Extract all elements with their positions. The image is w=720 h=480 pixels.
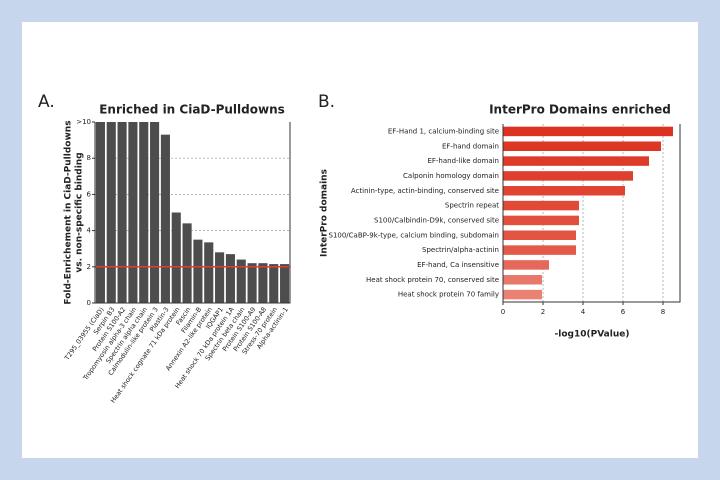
y-tick-label: 4	[87, 227, 92, 235]
bar	[128, 122, 138, 303]
bar	[503, 260, 549, 270]
y-tick-label: 0	[87, 299, 91, 307]
y-tick-label: Calponin homology domain	[403, 172, 499, 180]
bar	[95, 122, 105, 303]
y-tick-label: 8	[87, 154, 91, 162]
y-tick-label: Spectrin repeat	[445, 202, 499, 210]
bar	[280, 264, 290, 303]
panel-label: B.	[318, 92, 335, 112]
y-tick-label: Spectrin/alpha-actinin	[422, 246, 499, 254]
x-tick-label: 4	[581, 308, 586, 316]
panel-label: A.	[38, 92, 55, 112]
y-tick-label: Heat shock protein 70 family	[398, 291, 499, 299]
bar	[258, 263, 268, 303]
y-tick-label: S100/Calbindin-D9k, conserved site	[374, 216, 499, 224]
x-tick-label: 2	[541, 308, 545, 316]
y-tick-label: >10	[76, 118, 91, 126]
axis-frame	[94, 122, 291, 304]
y-tick-label: S100/CaBP-9k-type, calcium binding, subd…	[329, 231, 500, 239]
y-tick-label: Heat shock protein 70, conserved site	[366, 276, 499, 284]
y-tick-label: EF-hand domain	[442, 142, 499, 150]
y-axis-label: vs. non-specific binding	[75, 152, 85, 272]
x-tick-label: 8	[661, 308, 665, 316]
bar	[171, 212, 181, 303]
y-tick-label: EF-Hand 1, calcium-binding site	[388, 127, 499, 135]
bar	[503, 200, 579, 211]
bar	[503, 126, 673, 137]
x-tick-label: 6	[621, 308, 626, 316]
bar	[503, 141, 661, 151]
bar	[117, 122, 127, 303]
bar	[215, 252, 225, 303]
bar	[236, 259, 246, 303]
y-tick-label: 6	[87, 190, 92, 198]
bar	[269, 264, 279, 303]
axis-frame	[502, 124, 681, 303]
bar	[106, 122, 116, 303]
bar	[204, 242, 214, 303]
y-tick-label: 2	[87, 263, 91, 271]
bar	[193, 239, 203, 303]
y-tick-label: Actinin-type, actin-binding, conserved s…	[351, 187, 499, 195]
bar	[503, 245, 576, 255]
x-axis-label: -log10(PValue)	[555, 330, 630, 340]
bar	[225, 254, 235, 303]
bar	[503, 171, 633, 181]
y-tick-label: EF-hand-like domain	[427, 157, 499, 165]
bar	[503, 275, 542, 285]
chart-title: InterPro Domains enriched	[489, 103, 671, 117]
bar	[503, 230, 576, 240]
y-tick-label: EF-hand, Ca insensitive	[417, 261, 499, 269]
bar	[503, 215, 579, 226]
y-axis-label: InterPro domains	[320, 169, 330, 257]
chart-title: Enriched in CiaD-Pulldowns	[99, 103, 285, 117]
bar	[139, 122, 149, 303]
bar	[247, 263, 257, 303]
bar	[182, 223, 192, 303]
bar	[503, 156, 649, 166]
x-tick-label: 0	[501, 308, 505, 316]
bar	[150, 122, 160, 303]
bar	[503, 186, 625, 196]
bar	[503, 289, 542, 300]
bar	[160, 134, 170, 303]
y-axis-label: Fold-Enrichement in CiaD-Pulldowns	[64, 120, 74, 304]
